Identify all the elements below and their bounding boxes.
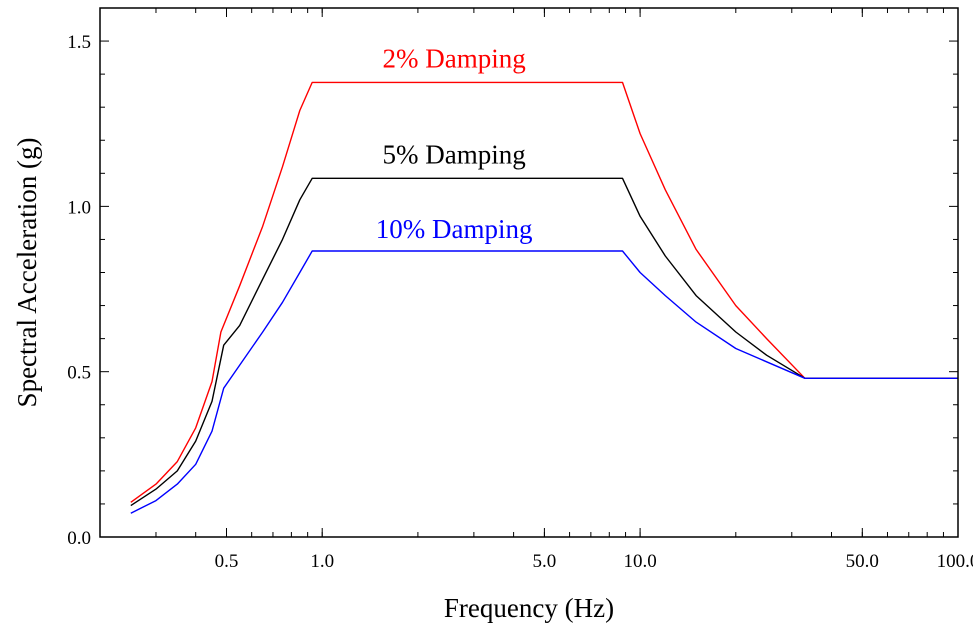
ticks-layer: 0.0 0.5 1.0 1.5 0.5 1.0 5.0 10.0 50.0 100.0	[67, 7, 973, 572]
series-label: 10% Damping	[376, 214, 533, 244]
x-tick-label: 0.5	[215, 551, 239, 572]
y-tick-label: 1.5	[67, 32, 91, 53]
series-line	[130, 177, 958, 507]
y-tick-label: 0.0	[67, 528, 91, 549]
series-label: 2% Damping	[383, 44, 526, 74]
labels-layer: 2% Damping 5% Damping 10% Damping	[376, 44, 533, 244]
x-tick-label: 100.0	[937, 551, 973, 572]
y-tick-label: 1.0	[67, 197, 91, 218]
plot-frame	[99, 7, 959, 538]
series-line	[130, 250, 958, 514]
series-line	[130, 81, 958, 503]
y-tick-label: 0.5	[67, 363, 91, 384]
x-tick-label: 5.0	[533, 551, 557, 572]
x-tick-label: 10.0	[623, 551, 656, 572]
series-layer	[130, 81, 958, 514]
x-tick-label: 50.0	[846, 551, 879, 572]
y-axis-title: Spectral Acceleration (g)	[12, 138, 42, 408]
x-axis-title: Frequency (Hz)	[444, 593, 614, 623]
series-label: 5% Damping	[383, 139, 526, 169]
x-tick-label: 1.0	[310, 551, 334, 572]
